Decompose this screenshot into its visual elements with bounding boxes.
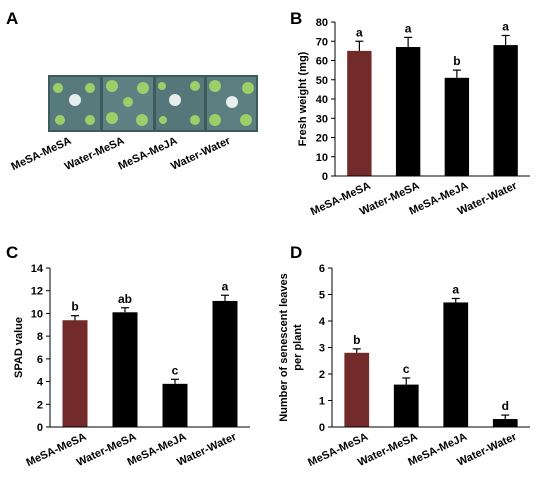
bar xyxy=(347,50,372,176)
y-tick-label: 8 xyxy=(37,331,43,343)
category-label: Water-Water xyxy=(169,135,233,173)
y-tick-label: 10 xyxy=(316,152,328,164)
y-tick-label: 12 xyxy=(31,286,43,298)
bar xyxy=(212,300,238,427)
panel-letter: D xyxy=(290,243,302,262)
y-tick-label: 6 xyxy=(319,263,325,275)
disc xyxy=(226,96,238,108)
y-axis-label: per plant xyxy=(292,324,304,371)
significance-letter: a xyxy=(452,282,459,296)
y-tick-label: 50 xyxy=(316,75,328,87)
bar xyxy=(492,419,518,427)
panel-letter: C xyxy=(6,243,18,262)
y-tick-label: 2 xyxy=(37,399,43,411)
significance-letter: a xyxy=(356,25,363,39)
y-tick-label: 30 xyxy=(316,113,328,125)
y-tick-label: 0 xyxy=(37,422,43,434)
significance-letter: c xyxy=(403,362,410,376)
y-tick-label: 6 xyxy=(37,354,43,366)
significance-letter: b xyxy=(71,300,78,314)
bar xyxy=(62,320,88,427)
category-label: MeSA-MeSA xyxy=(9,135,73,173)
significance-letter: b xyxy=(453,54,460,68)
panel-letter: B xyxy=(290,9,302,28)
significance-letter: a xyxy=(222,279,229,293)
y-axis-label: SPAD value xyxy=(13,317,25,378)
y-tick-label: 70 xyxy=(316,36,328,48)
significance-letter: a xyxy=(405,21,412,35)
bar xyxy=(395,47,421,177)
bar xyxy=(493,45,518,176)
y-tick-label: 0 xyxy=(322,171,328,183)
y-tick-label: 5 xyxy=(319,290,325,302)
y-tick-label: 10 xyxy=(31,308,43,320)
y-axis-label: Number of senescent leaves xyxy=(278,273,290,422)
y-tick-label: 40 xyxy=(316,94,328,106)
y-tick-label: 4 xyxy=(319,316,326,328)
y-tick-label: 20 xyxy=(316,133,328,145)
y-tick-label: 1 xyxy=(319,396,325,408)
plants xyxy=(53,80,254,126)
significance-letter: d xyxy=(502,399,509,413)
photo xyxy=(48,75,258,132)
bar xyxy=(162,383,188,427)
significance-letter: b xyxy=(353,333,360,347)
significance-letter: a xyxy=(502,19,509,33)
y-tick-label: 2 xyxy=(319,369,325,381)
y-tick-label: 60 xyxy=(316,56,328,68)
y-tick-label: 14 xyxy=(31,263,44,275)
y-axis-label: Fresh weight (mg) xyxy=(297,51,309,146)
bar xyxy=(444,77,470,176)
category-label: Water-MeSA xyxy=(63,135,126,173)
y-tick-label: 3 xyxy=(319,343,325,355)
y-tick-label: 80 xyxy=(316,17,328,29)
y-tick-label: 0 xyxy=(319,422,325,434)
bar xyxy=(344,352,370,427)
category-label: MeSA-MeJA xyxy=(117,135,180,173)
bar xyxy=(112,312,138,427)
panel-letter: A xyxy=(6,9,18,28)
y-tick-label: 4 xyxy=(37,377,44,389)
bar xyxy=(443,302,469,427)
disc xyxy=(169,94,181,106)
disc xyxy=(69,94,81,106)
significance-letter: ab xyxy=(118,292,132,306)
significance-letter: c xyxy=(172,363,179,377)
bar xyxy=(393,384,419,427)
